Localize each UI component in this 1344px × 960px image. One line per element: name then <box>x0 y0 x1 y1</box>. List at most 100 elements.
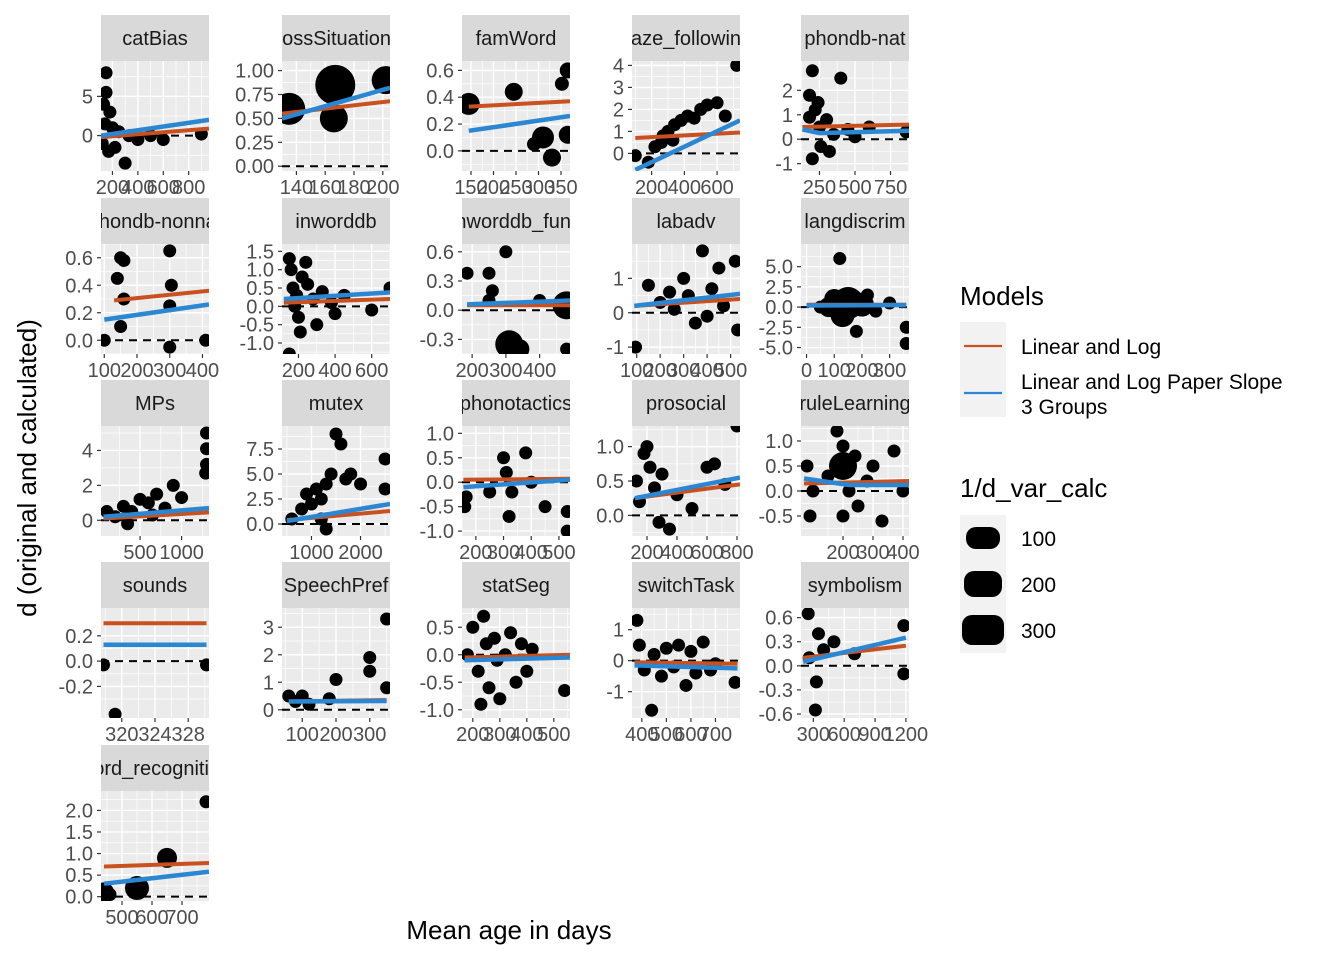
panel-mutex: mutex 1000 2000 0.0 2.5 5.0 7.5 <box>246 380 390 564</box>
x-tick-label: 200 <box>635 177 668 199</box>
y-tick-label: 0.5 <box>596 471 624 493</box>
data-point <box>641 278 655 292</box>
data-point <box>380 681 390 695</box>
x-tick-label: 500 <box>838 177 871 199</box>
plot-area <box>801 244 909 354</box>
model-line-linear-log <box>464 652 570 660</box>
data-point <box>652 515 666 529</box>
data-point <box>645 703 659 717</box>
data-point <box>525 642 539 656</box>
data-point <box>648 481 661 495</box>
x-tick-label: 600 <box>828 724 861 746</box>
plot-area <box>801 426 909 536</box>
x-tick-label: 350 <box>544 177 577 199</box>
data-point <box>684 644 698 658</box>
data-point <box>304 497 318 511</box>
data-point <box>899 320 909 334</box>
data-point <box>299 255 313 269</box>
panel-MPs: MPs 500 1000 0 2 4 <box>82 380 209 564</box>
data-point <box>805 152 819 166</box>
y-tick-label: 0.0 <box>426 645 454 667</box>
y-tick-label: 0.0 <box>65 330 93 352</box>
plot-area <box>101 61 209 171</box>
model-line-paper-slope <box>803 476 909 488</box>
y-tick-label: 0.5 <box>246 278 274 300</box>
x-tick-label: 400 <box>668 177 701 199</box>
data-point <box>801 608 815 621</box>
y-tick-label: 1.0 <box>65 844 93 866</box>
legend-size-label: 200 <box>1021 574 1056 597</box>
y-tick-label: 0.00 <box>235 156 274 178</box>
strip-label: inworddb_func <box>451 211 581 233</box>
x-tick-label: 400 <box>510 724 543 746</box>
strip-label: phonotactics <box>460 393 572 415</box>
strip-label: MPs <box>135 393 175 415</box>
strip-background <box>801 198 909 244</box>
model-line-paper-slope <box>463 477 570 490</box>
data-point <box>315 64 356 105</box>
model-line-paper-slope <box>288 698 387 704</box>
model-line-linear-log <box>283 297 390 305</box>
y-tick-label: -2.5 <box>759 317 793 339</box>
x-tick-label: 900 <box>858 724 891 746</box>
strip-background <box>801 380 909 426</box>
data-point <box>110 271 124 285</box>
x-tick-label: 400 <box>515 542 548 564</box>
plot-area <box>462 608 570 718</box>
data-point <box>836 439 850 453</box>
strip-background <box>462 562 570 608</box>
y-tick-label: -0.5 <box>420 672 454 694</box>
x-tick-label: 500 <box>650 724 683 746</box>
data-point <box>199 795 209 809</box>
y-tick-label: -1.0 <box>420 521 454 543</box>
y-tick-label: 0 <box>613 143 624 165</box>
plot-area <box>282 61 390 171</box>
y-tick-label: 0 <box>613 651 624 673</box>
data-point <box>103 888 117 901</box>
data-point <box>647 647 661 661</box>
data-point <box>543 148 561 167</box>
data-point <box>324 467 338 481</box>
x-tick-label: 300 <box>797 724 830 746</box>
data-point <box>849 324 863 338</box>
y-tick-label: 1 <box>613 121 624 143</box>
data-point <box>827 635 841 649</box>
data-point <box>672 638 686 652</box>
y-tick-label: 1.0 <box>426 423 454 445</box>
model-line-linear-log <box>468 99 570 109</box>
strip-label: catBias <box>122 28 188 50</box>
x-tick-label: 300 <box>153 360 186 382</box>
y-tick-label: 0 <box>782 129 793 151</box>
data-point <box>705 282 719 296</box>
data-point <box>822 144 836 158</box>
data-point <box>462 500 472 514</box>
x-tick-label: 324 <box>138 724 171 746</box>
legend-key-background <box>960 322 1006 417</box>
strip-background <box>101 380 209 426</box>
x-tick-label: 600 <box>690 542 723 564</box>
x-tick-label: 150 <box>454 177 487 199</box>
facet-panels: catBias20040060080005crossSituational140… <box>59 15 928 929</box>
model-line-paper-slope <box>103 505 209 520</box>
data-point <box>897 667 909 681</box>
x-tick-label: 700 <box>699 724 732 746</box>
x-tick-label: 200 <box>826 542 859 564</box>
strip-background <box>632 15 740 61</box>
x-tick-label: 300 <box>856 542 889 564</box>
model-line-linear-log <box>802 122 909 129</box>
y-tick-label: 4 <box>613 55 624 77</box>
panel-sounds: sounds 320 324 328 -0.2 0.0 0.2 <box>59 562 209 746</box>
data-point <box>689 666 703 680</box>
x-tick-label: 300 <box>667 360 700 382</box>
model-line-paper-slope <box>468 113 570 134</box>
data-point <box>101 333 111 347</box>
data-point <box>830 426 844 438</box>
data-point <box>559 62 570 79</box>
data-point <box>282 252 296 266</box>
legend-size-key <box>964 571 1002 597</box>
y-tick-label: 0.3 <box>426 271 454 293</box>
y-tick-label: 0.0 <box>246 296 274 318</box>
